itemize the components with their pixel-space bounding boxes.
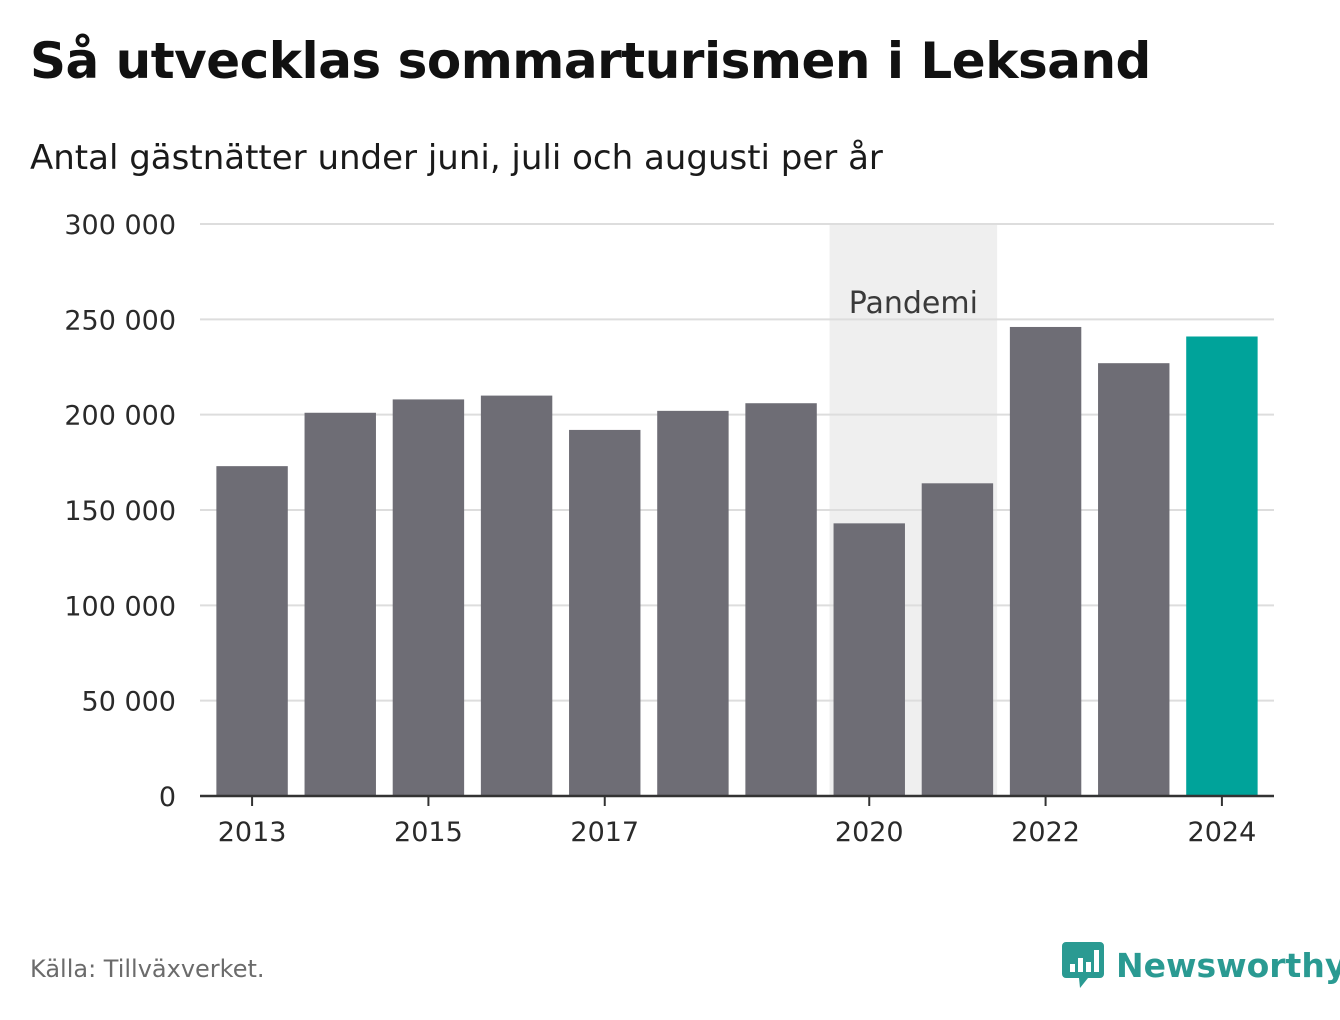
x-tick-label: 2020	[835, 817, 904, 848]
chart-subtitle: Antal gästnätter under juni, juli och au…	[30, 138, 883, 178]
y-tick-label: 100 000	[64, 591, 176, 622]
source-note: Källa: Tillväxverket.	[30, 955, 265, 983]
pandemic-label: Pandemi	[849, 286, 978, 321]
x-tick-label: 2017	[570, 817, 639, 848]
bar-2014	[304, 412, 376, 796]
x-tick-label: 2015	[394, 817, 463, 848]
brand-logo: Newsworthy	[1062, 940, 1340, 990]
y-tick-label: 300 000	[64, 210, 176, 241]
bar-2016	[480, 395, 553, 796]
bar-2022	[1009, 326, 1082, 796]
chart-title: Så utvecklas sommarturismen i Leksand	[30, 32, 1151, 90]
y-tick-label: 200 000	[64, 401, 176, 432]
bar-2018	[657, 410, 729, 796]
bar-chart: Pandemi 0 50 000 100 000 150 000 200 000 250 …	[64, 210, 1274, 848]
bar-2013	[216, 466, 288, 796]
y-tick-label: 250 000	[64, 305, 176, 336]
y-tick-label: 0	[159, 782, 176, 813]
gridlines	[200, 223, 1274, 702]
x-tick-label: 2022	[1011, 817, 1080, 848]
bar-2015	[392, 399, 465, 796]
y-tick-label: 150 000	[64, 496, 176, 527]
bar-2024	[1186, 336, 1258, 796]
brand-name: Newsworthy	[1116, 945, 1340, 985]
y-tick-label: 50 000	[82, 687, 176, 718]
bar-2017	[569, 429, 641, 796]
bar-2020	[833, 523, 905, 796]
axes: 0 50 000 100 000 150 000 200 000 250 000 300 0…	[64, 210, 1274, 848]
bar-2019	[745, 403, 817, 796]
bar-2023	[1098, 363, 1170, 796]
bar-2021	[921, 483, 994, 796]
x-tick-label: 2013	[218, 817, 287, 848]
bar-chart-speech-bubble-icon	[1062, 942, 1104, 988]
bars	[216, 326, 1258, 796]
x-tick-label: 2024	[1188, 817, 1257, 848]
